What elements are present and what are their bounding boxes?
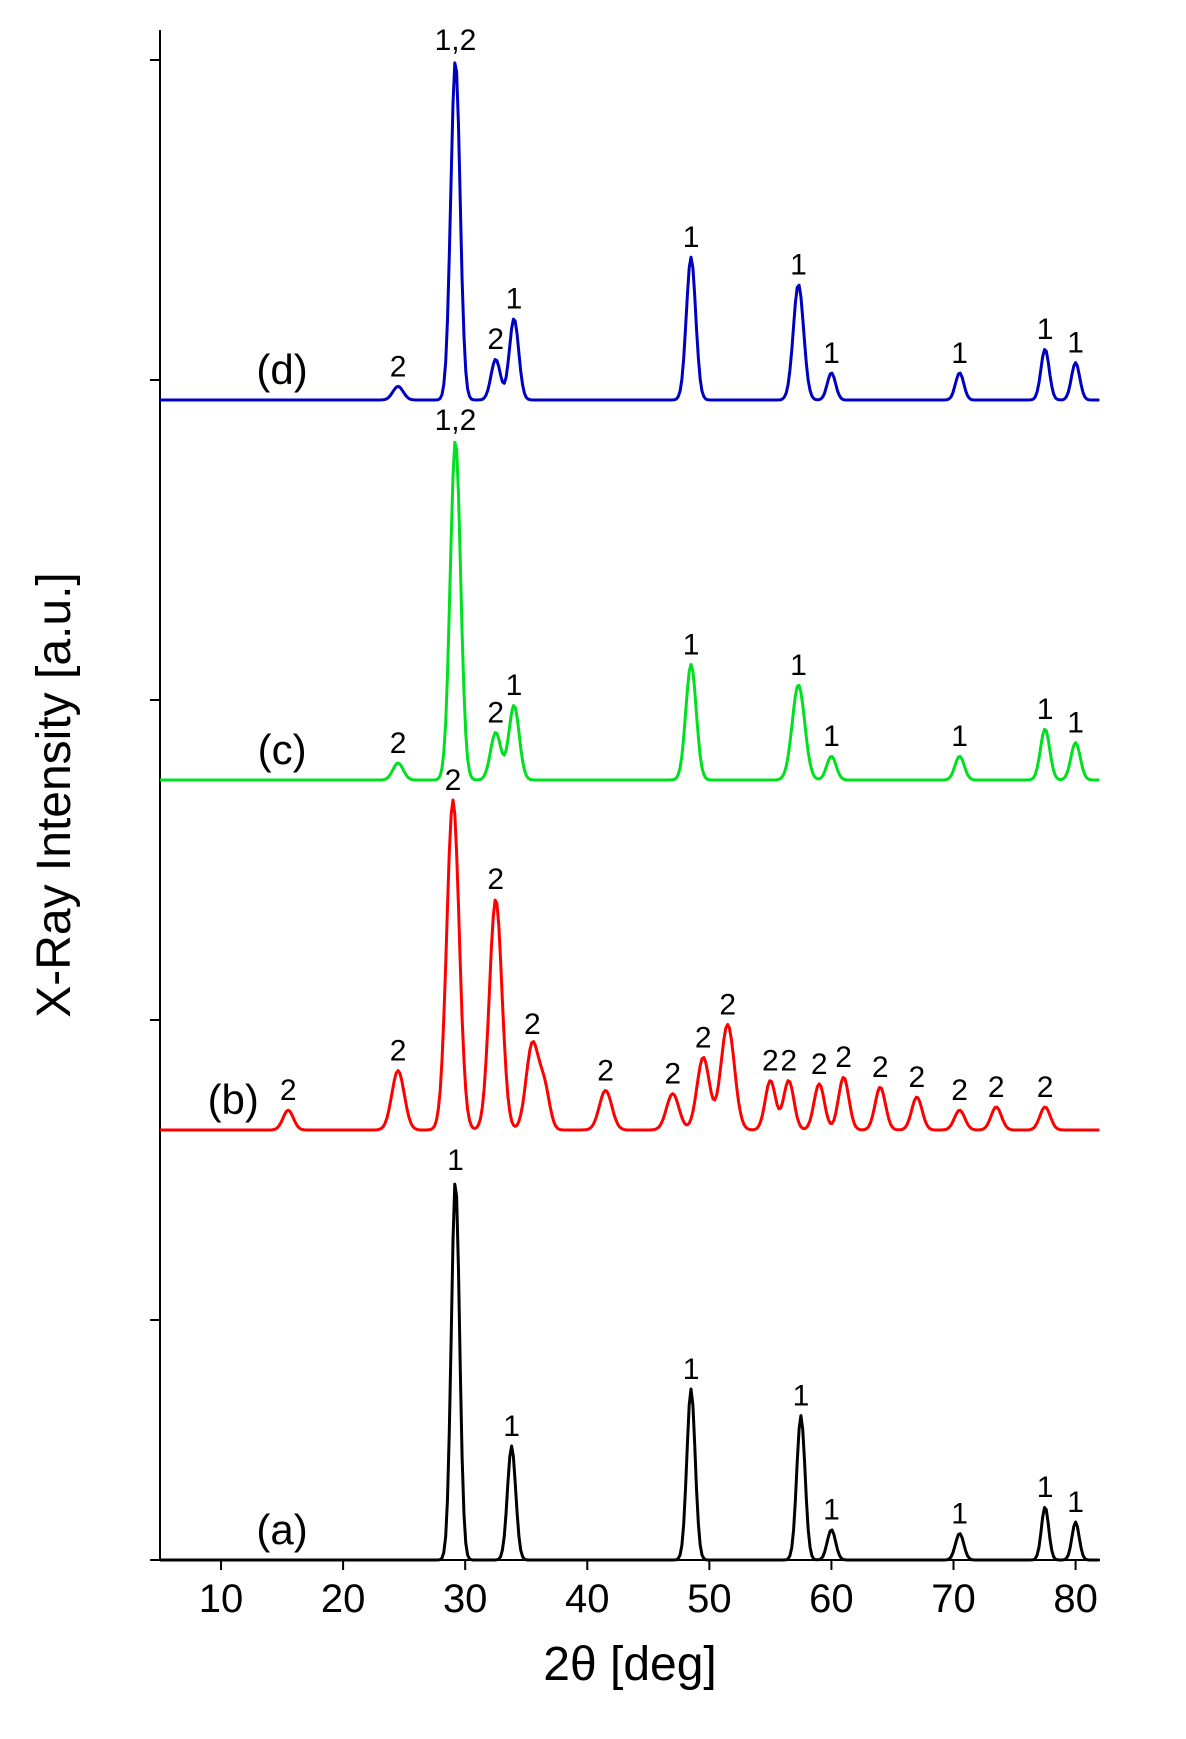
peak-label: 2 <box>487 323 504 356</box>
peak-label: 1 <box>1067 327 1084 360</box>
xrd-chart: 10 20 30 40 50 60 70 80 2θ [deg] X-Ray Intensity … <box>0 0 1186 1739</box>
x-tick-label: 30 <box>443 1577 488 1621</box>
x-tick-label: 40 <box>565 1577 610 1621</box>
x-tick-label: 50 <box>687 1577 732 1621</box>
peak-label: 2 <box>719 988 736 1021</box>
peak-label: 1 <box>683 221 700 254</box>
peak-label: 1 <box>1067 1486 1084 1519</box>
peak-label: 1,2 <box>435 24 477 57</box>
peak-label: 1 <box>823 337 840 370</box>
peak-label: 1 <box>951 1497 968 1530</box>
peak-label: 1 <box>823 1494 840 1527</box>
peak-label: 2 <box>780 1045 797 1078</box>
peak-label: 1 <box>506 282 523 315</box>
panel-label-b: (b) <box>208 1076 259 1123</box>
peak-label: 1 <box>1037 1471 1054 1504</box>
peak-label: 1 <box>1067 707 1084 740</box>
peak-label: 2 <box>524 1008 541 1041</box>
peak-label: 1 <box>1037 313 1054 346</box>
x-tick-label: 10 <box>199 1577 244 1621</box>
peak-label: 2 <box>390 727 407 760</box>
peak-label: 1 <box>503 1410 520 1443</box>
peak-label: 1 <box>683 1353 700 1386</box>
x-tick-label: 70 <box>931 1577 976 1621</box>
peak-label: 2 <box>695 1021 712 1054</box>
peak-label: 2 <box>872 1051 889 1084</box>
peak-label: 2 <box>487 863 504 896</box>
x-tick-label: 20 <box>321 1577 366 1621</box>
x-tick-label: 80 <box>1053 1577 1098 1621</box>
peak-label: 2 <box>597 1054 614 1087</box>
peak-label: 1 <box>447 1144 464 1177</box>
x-axis-label: 2θ [deg] <box>543 1638 716 1691</box>
peak-label: 2 <box>390 350 407 383</box>
x-tick-label: 60 <box>809 1577 854 1621</box>
peak-label: 1 <box>793 1380 810 1413</box>
peak-label: 2 <box>487 696 504 729</box>
peak-label: 2 <box>988 1071 1005 1104</box>
peak-label: 2 <box>951 1074 968 1107</box>
peak-label: 1,2 <box>435 404 477 437</box>
y-axis-label: X-Ray Intensity [a.u.] <box>28 572 81 1018</box>
peak-label: 2 <box>909 1061 926 1094</box>
peak-label: 2 <box>445 764 462 797</box>
peak-label: 1 <box>790 248 807 281</box>
panel-label-c: (c) <box>258 726 307 773</box>
peak-label: 1 <box>790 649 807 682</box>
peak-label: 1 <box>683 628 700 661</box>
panel-label-a: (a) <box>256 1506 307 1553</box>
peak-label: 1 <box>951 720 968 753</box>
peak-label: 1 <box>506 669 523 702</box>
peak-label: 2 <box>664 1058 681 1091</box>
peak-label: 1 <box>823 720 840 753</box>
panel-label-d: (d) <box>256 346 307 393</box>
peak-label: 2 <box>1037 1071 1054 1104</box>
peak-label: 2 <box>762 1045 779 1078</box>
peak-label: 1 <box>1037 693 1054 726</box>
peak-label: 2 <box>390 1035 407 1068</box>
peak-label: 2 <box>280 1074 297 1107</box>
peak-label: 2 <box>811 1048 828 1081</box>
peak-label: 1 <box>951 337 968 370</box>
peak-label: 2 <box>835 1041 852 1074</box>
